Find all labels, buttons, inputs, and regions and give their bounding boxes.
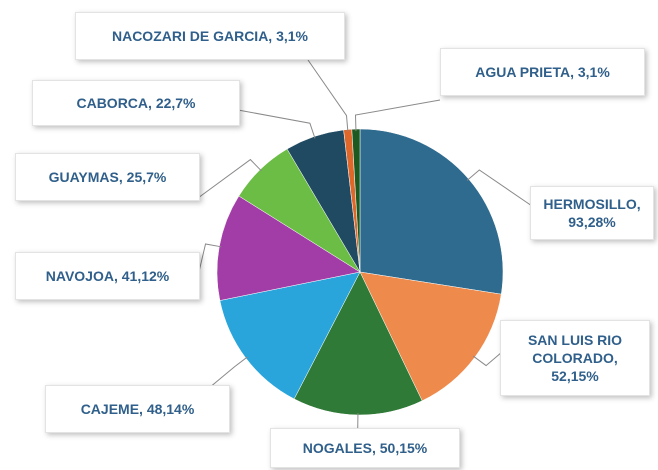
data-label: CABORCA, 22,7% xyxy=(32,80,240,126)
value-label: 41,12% xyxy=(121,268,170,284)
data-label: AGUA PRIETA, 3,1% xyxy=(440,48,645,96)
value-label: 22,7% xyxy=(155,95,196,111)
data-label: HERMOSILLO, 93,28% xyxy=(530,186,654,240)
leader-line xyxy=(472,351,503,367)
data-label: SAN LUIS RIO COLORADO, 52,15% xyxy=(500,320,650,396)
category-label: GUAYMAS, xyxy=(48,169,123,185)
value-label: 25,7% xyxy=(126,169,167,185)
value-label: 3,1% xyxy=(577,64,610,80)
label-text: AGUA PRIETA, 3,1% xyxy=(475,63,610,81)
data-label: NOGALES, 50,15% xyxy=(270,428,460,468)
label-text: CABORCA, 22,7% xyxy=(76,94,195,112)
value-label: 93,28% xyxy=(568,214,616,230)
label-text: HERMOSILLO, 93,28% xyxy=(539,195,645,231)
label-text: NACOZARI DE GARCIA, 3,1% xyxy=(112,27,308,45)
category-label: NOGALES, xyxy=(302,440,376,456)
leader-line xyxy=(354,99,441,132)
data-label: NACOZARI DE GARCIA, 3,1% xyxy=(75,12,345,60)
label-text: CAJEME, 48,14% xyxy=(81,400,195,418)
value-label: 50,15% xyxy=(379,440,428,456)
category-label: NACOZARI DE GARCIA, xyxy=(111,28,273,44)
value-label: 52,15% xyxy=(551,368,599,384)
leader-line xyxy=(466,169,533,207)
label-text: NOGALES, 50,15% xyxy=(303,439,428,457)
category-label: SAN LUIS RIO COLORADO, xyxy=(527,332,623,366)
label-text: GUAYMAS, 25,7% xyxy=(49,168,167,186)
value-label: 48,14% xyxy=(146,401,195,417)
leader-line xyxy=(307,59,349,132)
leader-line xyxy=(197,243,222,277)
category-label: AGUA PRIETA, xyxy=(475,64,574,80)
pie-slice xyxy=(359,128,504,295)
label-text: SAN LUIS RIO COLORADO, 52,15% xyxy=(509,331,641,385)
leader-line xyxy=(197,158,262,199)
label-text: NAVOJOA, 41,12% xyxy=(46,267,169,285)
category-label: HERMOSILLO, xyxy=(543,196,641,212)
category-label: CAJEME, xyxy=(80,401,143,417)
data-label: CAJEME, 48,14% xyxy=(45,385,230,433)
category-label: CABORCA, xyxy=(76,95,152,111)
data-label: NAVOJOA, 41,12% xyxy=(15,252,200,300)
value-label: 3,1% xyxy=(276,28,309,44)
leader-line xyxy=(237,109,316,139)
data-label: GUAYMAS, 25,7% xyxy=(15,153,200,201)
category-label: NAVOJOA, xyxy=(45,268,118,284)
